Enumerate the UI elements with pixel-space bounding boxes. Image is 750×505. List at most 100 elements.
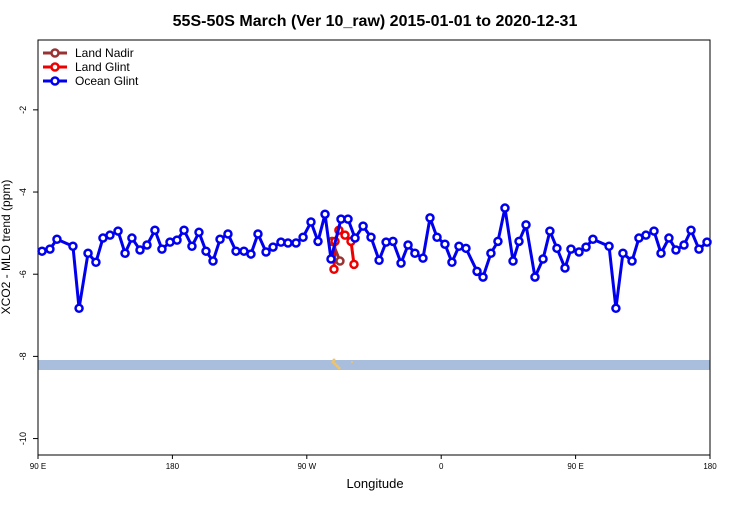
data-point bbox=[298, 232, 308, 242]
data-point bbox=[340, 230, 350, 240]
x-tick-label: 0 bbox=[439, 462, 444, 471]
data-point bbox=[432, 232, 442, 242]
data-point bbox=[656, 248, 666, 259]
data-point bbox=[440, 239, 450, 249]
data-point bbox=[566, 244, 576, 254]
data-point bbox=[326, 254, 336, 264]
data-point bbox=[350, 233, 360, 243]
data-point bbox=[208, 256, 218, 266]
data-point bbox=[425, 213, 435, 223]
legend-label: Land Glint bbox=[75, 60, 130, 74]
data-point bbox=[142, 240, 152, 250]
data-point bbox=[157, 244, 167, 254]
legend-label: Ocean Glint bbox=[75, 74, 139, 88]
legend-marker bbox=[50, 76, 60, 86]
data-point bbox=[679, 240, 689, 250]
data-point bbox=[410, 248, 420, 259]
legend-marker bbox=[50, 62, 60, 72]
data-point bbox=[604, 241, 614, 252]
data-point bbox=[649, 226, 659, 236]
data-point bbox=[581, 242, 591, 252]
data-point bbox=[461, 243, 471, 254]
data-point bbox=[105, 230, 115, 240]
x-tick-label: 180 bbox=[703, 462, 717, 471]
data-point bbox=[91, 257, 101, 268]
data-point bbox=[215, 234, 225, 245]
data-point bbox=[588, 234, 598, 245]
data-point bbox=[83, 248, 93, 259]
series-line bbox=[41, 206, 708, 310]
data-point bbox=[52, 234, 62, 245]
data-point bbox=[472, 266, 482, 277]
data-point bbox=[552, 243, 562, 254]
y-tick-label: -2 bbox=[18, 106, 28, 114]
data-point bbox=[545, 226, 555, 236]
data-point bbox=[403, 240, 413, 250]
y-tick-label: -4 bbox=[18, 188, 28, 196]
x-tick-label: 180 bbox=[166, 462, 180, 471]
data-point bbox=[291, 238, 301, 248]
data-point bbox=[627, 256, 637, 266]
data-point bbox=[618, 248, 628, 259]
data-point bbox=[246, 249, 256, 259]
data-point bbox=[320, 209, 330, 219]
data-point bbox=[313, 236, 323, 247]
x-tick-label: 90 W bbox=[297, 462, 316, 471]
data-point bbox=[37, 246, 47, 256]
data-point bbox=[253, 229, 263, 239]
data-point bbox=[261, 247, 271, 257]
data-point bbox=[560, 263, 570, 273]
data-point bbox=[530, 272, 540, 282]
data-point bbox=[611, 303, 621, 314]
data-point bbox=[113, 226, 123, 236]
surface-strip bbox=[38, 360, 710, 370]
data-point bbox=[447, 257, 457, 268]
data-point bbox=[686, 225, 696, 235]
data-point bbox=[335, 256, 345, 266]
data-point bbox=[74, 303, 84, 314]
data-point bbox=[486, 248, 496, 259]
data-point bbox=[508, 256, 518, 266]
data-point bbox=[201, 246, 211, 256]
chart-title: 55S-50S March (Ver 10_raw) 2015-01-01 to… bbox=[173, 13, 578, 30]
data-point bbox=[68, 241, 78, 252]
data-point bbox=[306, 217, 316, 227]
data-point bbox=[150, 225, 160, 235]
data-point bbox=[179, 225, 189, 235]
data-point bbox=[343, 214, 353, 224]
data-point bbox=[574, 247, 584, 257]
data-point bbox=[231, 246, 241, 256]
data-point bbox=[396, 258, 406, 268]
y-axis-label: XCO2 - MLO trend (ppm) bbox=[0, 180, 13, 315]
data-point bbox=[349, 259, 359, 270]
data-point bbox=[664, 233, 674, 243]
data-point bbox=[45, 244, 55, 254]
data-point bbox=[268, 242, 278, 252]
x-tick-label: 90 E bbox=[567, 462, 583, 471]
data-point bbox=[521, 220, 531, 230]
y-tick-label: -8 bbox=[18, 352, 28, 360]
data-point bbox=[388, 236, 398, 247]
data-point bbox=[641, 230, 651, 240]
data-point bbox=[358, 221, 368, 231]
data-point bbox=[418, 253, 428, 263]
data-point bbox=[478, 272, 488, 282]
data-point bbox=[366, 232, 376, 242]
data-point bbox=[538, 254, 548, 264]
data-point bbox=[500, 203, 510, 213]
data-point bbox=[223, 229, 233, 239]
data-point bbox=[127, 233, 137, 243]
land-dots bbox=[331, 358, 353, 370]
data-point bbox=[493, 236, 503, 247]
legend-marker bbox=[50, 48, 60, 58]
data-point bbox=[514, 236, 524, 247]
x-axis-label: Longitude bbox=[346, 476, 403, 491]
data-point bbox=[702, 237, 712, 247]
plot-frame bbox=[37, 39, 711, 456]
data-point bbox=[329, 264, 339, 275]
y-tick-label: -6 bbox=[18, 270, 28, 278]
y-tick-label: -10 bbox=[18, 432, 28, 445]
data-point bbox=[671, 245, 681, 255]
data-point bbox=[120, 248, 130, 259]
